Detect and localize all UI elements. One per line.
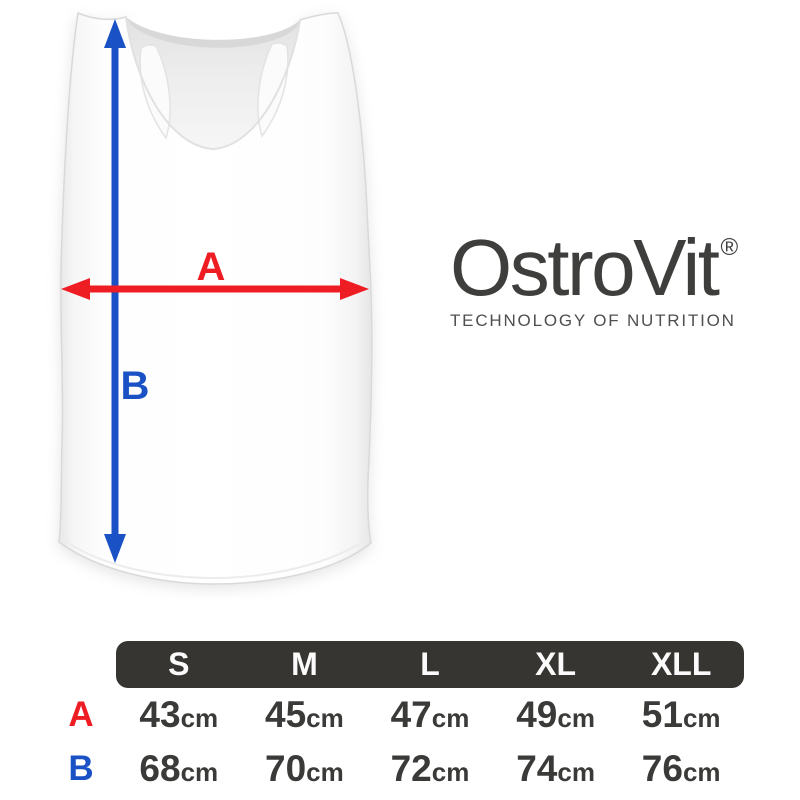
front-neck-edge	[125, 16, 301, 151]
measurement-row-a: A 43cm 45cm 47cm 49cm 51cm	[46, 688, 744, 742]
size-header-s: S	[168, 646, 190, 682]
measurement-row-b: B 68cm 70cm 72cm 74cm 76cm	[46, 742, 744, 796]
registered-trademark-icon: ®	[720, 234, 739, 261]
value-a-s: 43cm	[139, 694, 219, 735]
width-arrow-a	[61, 278, 369, 300]
size-table-corner-spacer	[46, 641, 116, 688]
tank-top-illustration: A B	[58, 11, 373, 585]
size-table-header: S M L XL XLL	[46, 641, 744, 688]
size-table: S M L XL XLL A 43cm 45cm 47cm 49cm 51cm …	[46, 641, 744, 796]
length-label-b: B	[121, 364, 150, 408]
size-header-xl: XL	[535, 646, 577, 682]
row-label-b: B	[68, 749, 94, 788]
value-b-l: 72cm	[390, 748, 470, 789]
value-a-m: 45cm	[265, 694, 344, 735]
value-b-xl: 74cm	[516, 748, 595, 789]
value-b-xll: 76cm	[641, 748, 721, 789]
size-header-xll: XLL	[650, 646, 712, 682]
brand-wordmark: OstroVit ®	[450, 228, 760, 308]
value-a-xll: 51cm	[641, 694, 721, 735]
value-b-m: 70cm	[265, 748, 344, 789]
brand-tagline: TECHNOLOGY OF NUTRITION	[450, 311, 736, 330]
size-header-m: M	[291, 646, 318, 682]
brand-name: OstroVit	[450, 223, 720, 312]
brand-logo: OstroVit ® TECHNOLOGY OF NUTRITION	[450, 228, 760, 331]
width-label-a: A	[197, 245, 226, 289]
value-a-xl: 49cm	[516, 694, 595, 735]
value-b-s: 68cm	[139, 748, 219, 789]
row-label-a: A	[68, 695, 94, 734]
size-header-bar: S M L XL XLL	[116, 641, 744, 688]
hem-stitch-line	[60, 537, 370, 580]
size-header-l: L	[420, 646, 440, 682]
value-a-l: 47cm	[390, 694, 470, 735]
back-collar-band	[126, 17, 300, 48]
